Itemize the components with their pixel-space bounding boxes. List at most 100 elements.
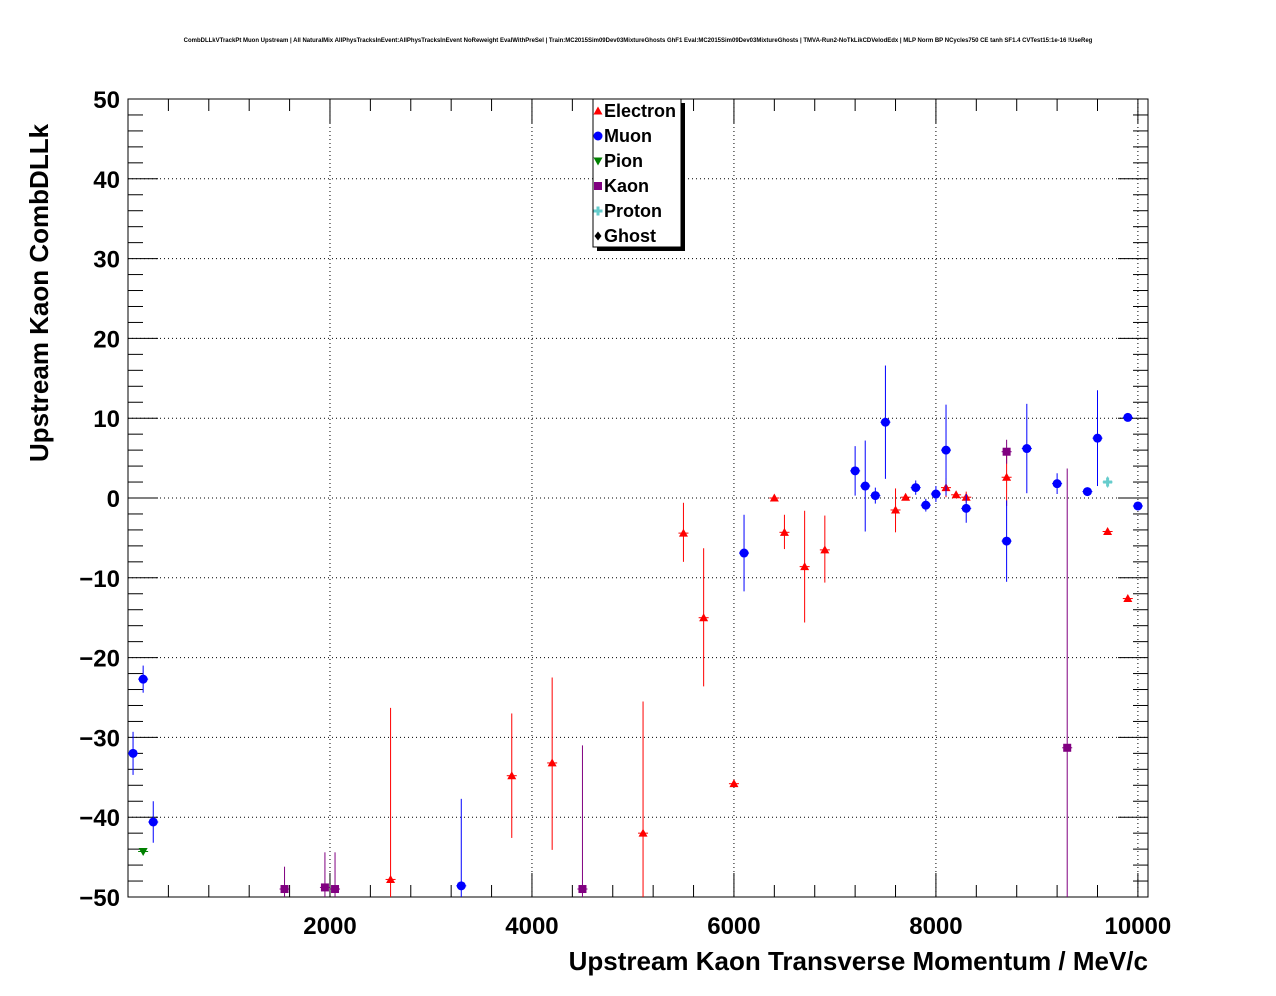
muon-marker (880, 417, 890, 427)
legend-marker-pion (593, 157, 603, 166)
legend-entry-electron: Electron (593, 101, 676, 121)
muon-point (1092, 390, 1103, 487)
muon-point (739, 514, 750, 592)
y-tick-label: 10 (93, 406, 120, 433)
legend-marker-proton (593, 206, 603, 216)
x-tick-label: 8000 (909, 913, 962, 940)
legend-entry-kaon: Kaon (594, 176, 649, 196)
muon-marker (739, 548, 749, 558)
y-tick-label: 40 (93, 167, 120, 194)
electron-marker (779, 527, 789, 536)
legend-marker-electron (593, 106, 603, 115)
x-tick-label: 10000 (1105, 913, 1172, 940)
muon-point (941, 404, 952, 496)
electron-point (799, 510, 810, 623)
electron-marker (547, 758, 557, 767)
legend-entry-pion: Pion (593, 151, 643, 171)
legend-label-kaon: Kaon (604, 176, 649, 196)
y-tick-label: −30 (79, 725, 120, 752)
muon-point (910, 480, 921, 495)
electron-marker (386, 874, 396, 883)
muon-point (1052, 473, 1063, 495)
data-points (128, 365, 1143, 897)
x-tick-label: 4000 (505, 913, 558, 940)
series-kaon (279, 439, 1073, 897)
electron-point (385, 707, 396, 897)
muon-point (148, 801, 159, 843)
electron-marker (800, 562, 810, 571)
electron-marker (699, 613, 709, 622)
kaon-marker (1002, 447, 1011, 456)
legend: Electron Muon Pion Kaon Proton Ghost (592, 98, 685, 251)
electron-point (1122, 594, 1133, 603)
legend-label-proton: Proton (604, 201, 662, 221)
kaon-point (1001, 439, 1012, 464)
muon-marker (1133, 501, 1143, 511)
muon-point (920, 498, 931, 512)
legend-marker-kaon (594, 182, 602, 190)
electron-point (728, 779, 739, 788)
legend-label-electron: Electron (604, 101, 676, 121)
y-axis-label: Upstream Kaon CombDLLk (24, 123, 54, 462)
marker-cross-v (1106, 477, 1110, 487)
kaon-marker (1063, 743, 1072, 752)
muon-marker (941, 445, 951, 455)
electron-marker (507, 771, 517, 780)
kaon-point (319, 852, 330, 897)
electron-marker (678, 528, 688, 537)
kaon-marker (331, 885, 340, 894)
kaon-marker (280, 885, 289, 894)
muon-point (1021, 403, 1032, 494)
electron-point (769, 493, 780, 502)
kaon-marker (320, 883, 329, 892)
electron-marker (729, 779, 739, 788)
muon-marker (911, 483, 921, 493)
x-axis-label: Upstream Kaon Transverse Momentum / MeV/… (569, 946, 1148, 976)
electron-point (506, 713, 517, 838)
x-tick-label: 2000 (303, 913, 356, 940)
electron-point (779, 514, 790, 550)
muon-marker (870, 491, 880, 501)
legend-marker-ghost (594, 231, 602, 241)
electron-marker (951, 490, 961, 499)
y-tick-label: −20 (79, 646, 120, 673)
y-tick-label: 50 (93, 87, 120, 114)
electron-point (547, 677, 558, 850)
electron-point (890, 488, 901, 533)
electron-point (951, 490, 962, 499)
muon-marker (128, 748, 138, 758)
series-proton (1102, 476, 1113, 488)
muon-marker (850, 466, 860, 476)
legend-entry-muon: Muon (593, 126, 652, 146)
muon-point (128, 731, 139, 775)
electron-point (638, 701, 649, 897)
x-tick-label: 6000 (707, 913, 760, 940)
y-tick-label: −50 (79, 885, 120, 912)
y-tick-label: 20 (93, 326, 120, 353)
legend-label-muon: Muon (604, 126, 652, 146)
legend-entry-proton: Proton (593, 201, 662, 221)
y-tick-label: 30 (93, 247, 120, 274)
muon-marker (931, 489, 941, 499)
muon-marker (148, 817, 158, 827)
legend-entry-ghost: Ghost (594, 226, 656, 246)
electron-point (900, 492, 911, 501)
electron-point (678, 502, 689, 562)
y-tick-label: −10 (79, 566, 120, 593)
electron-marker (820, 545, 830, 554)
x-tick-labels: 2000 4000 6000 8000 10000 (303, 913, 1171, 940)
electron-marker (1002, 472, 1012, 481)
muon-point (1001, 500, 1012, 582)
series-muon (128, 365, 1143, 897)
electron-point (698, 548, 709, 687)
muon-marker (961, 503, 971, 513)
muon-marker (138, 674, 148, 684)
kaon-point (279, 866, 290, 897)
kaon-point (1062, 468, 1073, 897)
muon-point (1082, 487, 1093, 497)
electron-marker (769, 493, 779, 502)
kaon-marker (578, 885, 587, 894)
muon-point (456, 798, 467, 897)
muon-point (961, 494, 972, 523)
